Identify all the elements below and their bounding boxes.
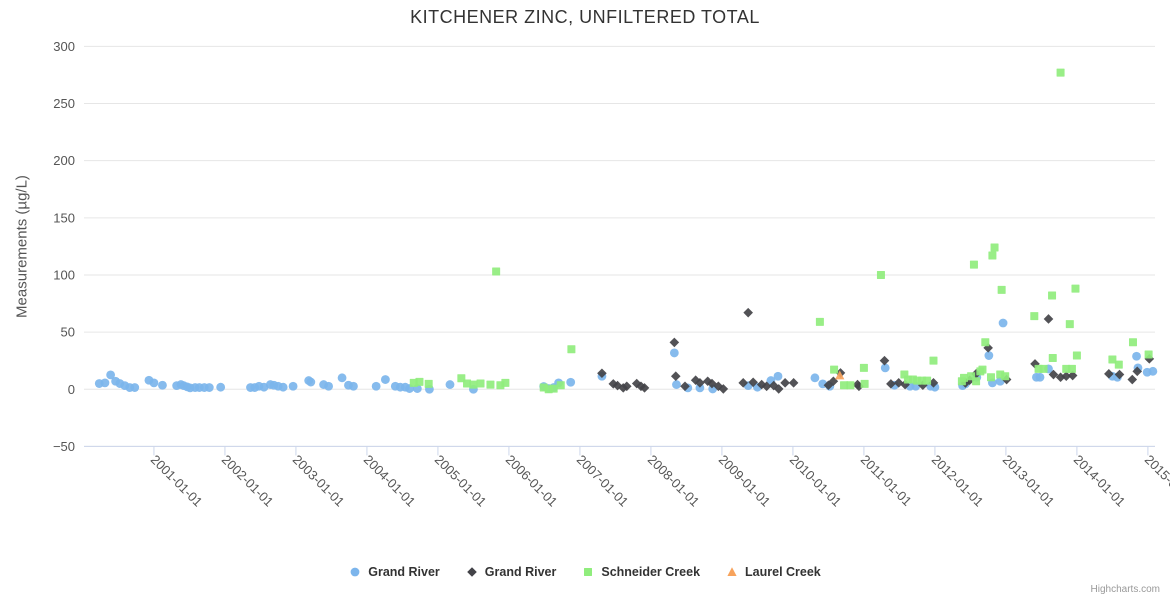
x-tick-label: 2003-01-01 xyxy=(290,452,348,510)
x-tick-label: 2001-01-01 xyxy=(148,452,206,510)
diamond-marker-icon xyxy=(466,567,477,577)
legend-item-grand-river[interactable]: Grand River xyxy=(349,565,440,579)
y-tick-label: 100 xyxy=(53,267,75,282)
y-tick-label: 150 xyxy=(53,210,75,225)
x-tick-label: 2008-01-01 xyxy=(645,452,703,510)
x-ticks xyxy=(153,446,1149,456)
legend-item-label: Grand River xyxy=(484,565,557,579)
legend-item-label: Grand River xyxy=(368,565,440,579)
legend-item-grand-river[interactable]: Grand River xyxy=(466,565,557,579)
y-tick-label: 50 xyxy=(61,325,75,340)
legend-item-label: Laurel Creek xyxy=(745,565,821,579)
legend-item-laurel-creek[interactable]: Laurel Creek xyxy=(726,565,821,579)
x-tick-label: 2007-01-01 xyxy=(574,452,632,510)
x-tick-label: 2015-01-01 xyxy=(1142,452,1170,510)
y-axis-labels: −50 0 50 100 150 200 250 300 xyxy=(53,39,75,454)
circle-marker-icon xyxy=(350,567,360,577)
x-tick-label: 2009-01-01 xyxy=(716,452,774,510)
x-tick-label: 2014-01-01 xyxy=(1071,452,1129,510)
legend-item-schneider-creek[interactable]: Schneider Creek xyxy=(582,565,700,579)
x-axis-labels: 2001-01-01 2002-01-01 2003-01-01 2004-01-01… xyxy=(148,452,1170,510)
x-tick-label: 2006-01-01 xyxy=(503,452,561,510)
y-tick-label: −50 xyxy=(53,439,75,454)
y-tick-label: 300 xyxy=(53,39,75,54)
y-tick-label: 250 xyxy=(53,96,75,111)
chart-title: KITCHENER ZINC, UNFILTERED TOTAL xyxy=(410,7,760,27)
x-tick-label: 2004-01-01 xyxy=(361,452,419,510)
series-2-schneider-creek xyxy=(409,68,1153,394)
x-tick-label: 2005-01-01 xyxy=(432,452,490,510)
series-3-laurel-creek xyxy=(835,370,845,380)
y-tick-label: 0 xyxy=(68,382,75,397)
x-tick-label: 2012-01-01 xyxy=(929,452,987,510)
x-tick-label: 2010-01-01 xyxy=(787,452,845,510)
legend-item-label: Schneider Creek xyxy=(601,565,701,579)
x-tick-label: 2013-01-01 xyxy=(1000,452,1058,510)
highcharts-credits[interactable]: Highcharts.com xyxy=(1090,584,1160,595)
square-marker-icon xyxy=(584,568,593,576)
legend: Grand River Grand River Schneider Creek Lau… xyxy=(0,560,1170,584)
triangle-marker-icon xyxy=(727,567,737,576)
x-tick-label: 2002-01-01 xyxy=(219,452,277,510)
y-tick-label: 200 xyxy=(53,153,75,168)
x-tick-label: 2011-01-01 xyxy=(858,452,915,509)
